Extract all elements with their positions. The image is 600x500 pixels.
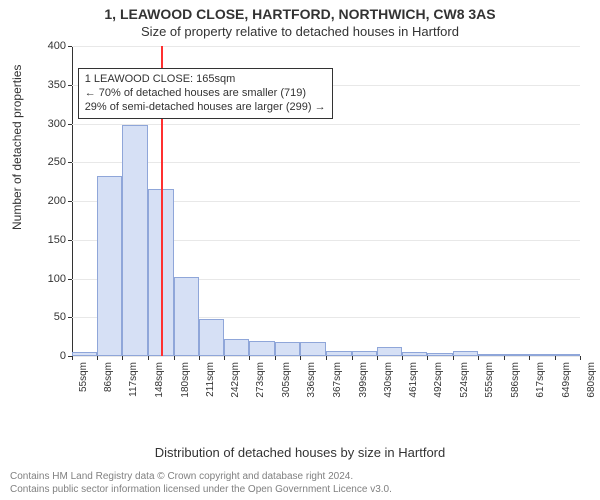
ytick-label: 400 bbox=[48, 40, 72, 52]
x-axis-label: Distribution of detached houses by size … bbox=[0, 445, 600, 460]
xtick-mark bbox=[249, 356, 250, 360]
histogram-bar bbox=[326, 351, 352, 356]
xtick-label: 180sqm bbox=[178, 362, 191, 398]
xtick-label: 586sqm bbox=[508, 362, 521, 398]
ytick-label: 250 bbox=[48, 156, 72, 168]
xtick-mark bbox=[224, 356, 225, 360]
xtick-mark bbox=[529, 356, 530, 360]
info-box-line2: ← 70% of detached houses are smaller (71… bbox=[85, 86, 326, 100]
xtick-mark bbox=[275, 356, 276, 360]
xtick-label: 461sqm bbox=[406, 362, 419, 398]
xtick-label: 617sqm bbox=[533, 362, 546, 398]
xtick-mark bbox=[174, 356, 175, 360]
histogram-bar bbox=[300, 342, 325, 356]
info-box-line1: 1 LEAWOOD CLOSE: 165sqm bbox=[85, 72, 326, 86]
xtick-label: 524sqm bbox=[457, 362, 470, 398]
xtick-mark bbox=[148, 356, 149, 360]
histogram-bar bbox=[529, 354, 555, 356]
xtick-label: 242sqm bbox=[228, 362, 241, 398]
page-subtitle: Size of property relative to detached ho… bbox=[0, 22, 600, 39]
info-box: 1 LEAWOOD CLOSE: 165sqm← 70% of detached… bbox=[78, 68, 333, 119]
xtick-mark bbox=[97, 356, 98, 360]
histogram-bar bbox=[249, 341, 275, 357]
xtick-label: 305sqm bbox=[279, 362, 292, 398]
histogram-bar bbox=[377, 347, 402, 356]
grid-line bbox=[72, 124, 580, 125]
xtick-label: 148sqm bbox=[152, 362, 165, 398]
xtick-label: 55sqm bbox=[76, 362, 89, 392]
page-title: 1, LEAWOOD CLOSE, HARTFORD, NORTHWICH, C… bbox=[0, 0, 600, 22]
xtick-label: 273sqm bbox=[253, 362, 266, 398]
xtick-label: 680sqm bbox=[584, 362, 597, 398]
histogram-bar bbox=[478, 354, 503, 356]
xtick-label: 399sqm bbox=[356, 362, 369, 398]
xtick-label: 336sqm bbox=[304, 362, 317, 398]
histogram-bar bbox=[402, 352, 427, 356]
xtick-mark bbox=[580, 356, 581, 360]
xtick-label: 492sqm bbox=[431, 362, 444, 398]
xtick-label: 86sqm bbox=[101, 362, 114, 392]
footer-line1: Contains HM Land Registry data © Crown c… bbox=[10, 471, 392, 484]
xtick-label: 555sqm bbox=[482, 362, 495, 398]
ytick-label: 100 bbox=[48, 273, 72, 285]
chart-area: 05010015020025030035040055sqm86sqm117sqm… bbox=[72, 46, 580, 416]
histogram-bar bbox=[453, 351, 478, 356]
ytick-label: 50 bbox=[54, 311, 72, 323]
histogram-bar bbox=[504, 354, 529, 356]
ytick-label: 150 bbox=[48, 234, 72, 246]
xtick-mark bbox=[453, 356, 454, 360]
xtick-label: 211sqm bbox=[203, 362, 216, 397]
xtick-mark bbox=[402, 356, 403, 360]
xtick-label: 117sqm bbox=[126, 362, 139, 397]
histogram-bar bbox=[352, 351, 377, 356]
xtick-label: 649sqm bbox=[559, 362, 572, 398]
xtick-mark bbox=[427, 356, 428, 360]
histogram-bar bbox=[122, 125, 147, 356]
xtick-label: 367sqm bbox=[330, 362, 343, 398]
grid-line bbox=[72, 46, 580, 47]
histogram-bar bbox=[174, 277, 199, 356]
xtick-mark bbox=[199, 356, 200, 360]
footer-attribution: Contains HM Land Registry data © Crown c… bbox=[10, 471, 392, 496]
xtick-mark bbox=[555, 356, 556, 360]
histogram-bar bbox=[555, 354, 580, 356]
xtick-mark bbox=[504, 356, 505, 360]
xtick-mark bbox=[300, 356, 301, 360]
xtick-mark bbox=[377, 356, 378, 360]
histogram-bar bbox=[275, 342, 300, 356]
xtick-mark bbox=[478, 356, 479, 360]
xtick-label: 430sqm bbox=[381, 362, 394, 398]
xtick-mark bbox=[72, 356, 73, 360]
ytick-label: 350 bbox=[48, 79, 72, 91]
ytick-label: 300 bbox=[48, 118, 72, 130]
xtick-mark bbox=[122, 356, 123, 360]
histogram-bar bbox=[199, 319, 224, 356]
ytick-label: 0 bbox=[60, 350, 72, 362]
info-box-line3: 29% of semi-detached houses are larger (… bbox=[85, 100, 326, 114]
histogram-bar bbox=[224, 339, 249, 356]
ytick-label: 200 bbox=[48, 195, 72, 207]
footer-line2: Contains public sector information licen… bbox=[10, 484, 392, 497]
grid-line bbox=[72, 162, 580, 163]
histogram-bar bbox=[427, 353, 453, 356]
xtick-mark bbox=[352, 356, 353, 360]
histogram-bar bbox=[72, 352, 97, 356]
histogram-bar bbox=[97, 176, 122, 356]
y-axis-label: Number of detached properties bbox=[10, 65, 24, 230]
xtick-mark bbox=[326, 356, 327, 360]
